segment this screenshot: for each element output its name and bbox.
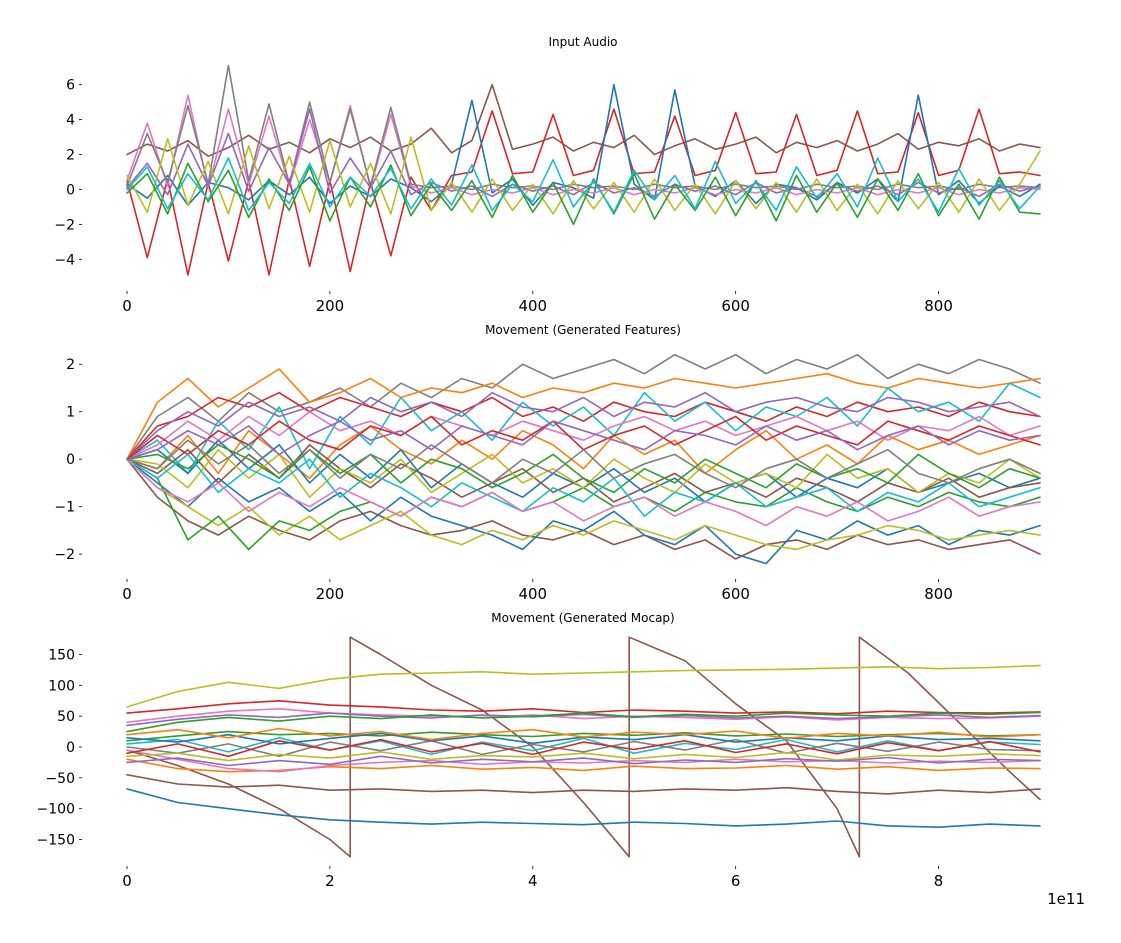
audio-y-tick-label: 4 bbox=[66, 113, 75, 129]
mocap-series-line-12 bbox=[126, 730, 1041, 742]
mocap-series-line-14 bbox=[126, 738, 1041, 758]
audio-x-tick-label: 200 bbox=[316, 297, 345, 315]
audio-x-tick-label: 400 bbox=[518, 297, 547, 315]
mocap-series-line-17 bbox=[126, 755, 1041, 767]
features-series-line-20 bbox=[126, 439, 1041, 489]
features-x-tick-label: 200 bbox=[316, 585, 345, 603]
mocap-y-tick-label: −150 bbox=[37, 833, 75, 849]
audio-y-tick-label: 2 bbox=[66, 148, 75, 164]
mocap-series-line-11 bbox=[126, 737, 1041, 756]
features-series-line-10 bbox=[126, 410, 1041, 460]
features-x-tick-label: 0 bbox=[122, 585, 132, 603]
mocap-series-line-3 bbox=[126, 788, 1041, 828]
audio-y-tick-label: 6 bbox=[66, 78, 75, 94]
audio-series-line-4 bbox=[126, 94, 1041, 196]
audio-x-tick-label: 800 bbox=[924, 297, 953, 315]
mocap-y-axis: −150 −100 −50 0 50 100 150 bbox=[37, 648, 82, 849]
features-series-line-15 bbox=[126, 444, 1041, 494]
features-series-line-17 bbox=[126, 453, 1041, 517]
features-panel: Movement (Generated Features) 0 200 400 600… bbox=[54, 323, 1041, 603]
audio-y-axis: −4 −2 0 2 4 6 bbox=[54, 78, 82, 268]
features-x-tick-label: 400 bbox=[518, 585, 547, 603]
features-panel-title: Movement (Generated Features) bbox=[485, 323, 681, 337]
audio-series-group bbox=[126, 64, 1041, 276]
audio-x-axis: 0 200 400 600 800 bbox=[122, 291, 953, 315]
mocap-x-tick-label: 4 bbox=[528, 872, 538, 890]
audio-y-tick-label: −4 bbox=[54, 252, 75, 268]
audio-x-tick-label: 600 bbox=[721, 297, 750, 315]
mocap-series-line-8 bbox=[126, 711, 1041, 733]
mocap-series-line-2 bbox=[126, 664, 1041, 708]
features-series-line-6 bbox=[126, 391, 1041, 460]
audio-series-line-9 bbox=[126, 157, 1041, 213]
mocap-panel: Movement (Generated Mocap) 0 2 4 6 8 −150 −10… bbox=[37, 611, 1085, 908]
mocap-series-line-15 bbox=[126, 751, 1041, 762]
mocap-series-line-13 bbox=[126, 738, 1041, 758]
features-y-tick-label: −1 bbox=[54, 500, 75, 516]
mocap-y-tick-label: −50 bbox=[45, 771, 75, 787]
mocap-y-tick-label: 150 bbox=[48, 648, 75, 664]
audio-series-line-6 bbox=[126, 108, 1041, 198]
audio-y-tick-label: 0 bbox=[66, 182, 75, 198]
features-series-group bbox=[126, 353, 1041, 565]
mocap-series-line-1 bbox=[126, 636, 1041, 858]
mocap-series-line-18 bbox=[126, 727, 1041, 741]
features-series-line-8 bbox=[126, 391, 1041, 460]
features-series-line-18 bbox=[126, 458, 1041, 527]
audio-panel-title: Input Audio bbox=[549, 35, 618, 49]
mocap-series-line-4 bbox=[126, 774, 1041, 795]
mocap-x-axis: 0 2 4 6 8 bbox=[122, 866, 943, 890]
features-x-tick-label: 800 bbox=[924, 585, 953, 603]
features-y-tick-label: −2 bbox=[54, 547, 75, 563]
features-y-tick-label: 1 bbox=[66, 405, 75, 421]
mocap-series-line-9 bbox=[126, 758, 1041, 773]
audio-y-tick-label: −2 bbox=[54, 217, 75, 233]
mocap-x-offset-label: 1e11 bbox=[1047, 890, 1085, 908]
features-y-axis: −2 −1 0 1 2 bbox=[54, 357, 82, 563]
features-x-axis: 0 200 400 600 800 bbox=[122, 579, 953, 603]
features-y-tick-label: 0 bbox=[66, 452, 75, 468]
mocap-y-tick-label: −100 bbox=[37, 802, 75, 818]
features-y-tick-label: 2 bbox=[66, 357, 75, 373]
features-series-line-19 bbox=[126, 420, 1041, 460]
audio-panel: Input Audio 0 200 400 600 800 −4 −2 0 2 4 6 bbox=[54, 35, 1041, 315]
mocap-panel-title: Movement (Generated Mocap) bbox=[491, 611, 674, 625]
features-series-line-4 bbox=[126, 458, 1041, 565]
features-x-tick-label: 600 bbox=[721, 585, 750, 603]
mocap-x-tick-label: 6 bbox=[731, 872, 741, 890]
mocap-x-tick-label: 2 bbox=[325, 872, 335, 890]
audio-x-tick-label: 0 bbox=[122, 297, 132, 315]
mocap-series-group bbox=[126, 636, 1041, 858]
mocap-x-tick-label: 8 bbox=[934, 872, 944, 890]
audio-series-line-8 bbox=[126, 162, 1041, 226]
mocap-x-tick-label: 0 bbox=[122, 872, 132, 890]
mocap-series-line-10 bbox=[126, 749, 1041, 773]
features-series-line-5 bbox=[126, 458, 1041, 551]
features-series-line-1 bbox=[126, 353, 1041, 460]
audio-series-line-2 bbox=[126, 108, 1041, 276]
audio-series-line-5 bbox=[126, 64, 1041, 191]
mocap-y-tick-label: 100 bbox=[48, 678, 75, 694]
mocap-y-tick-label: 50 bbox=[57, 709, 75, 725]
mocap-y-tick-label: 0 bbox=[66, 740, 75, 756]
features-series-line-7 bbox=[126, 382, 1041, 475]
